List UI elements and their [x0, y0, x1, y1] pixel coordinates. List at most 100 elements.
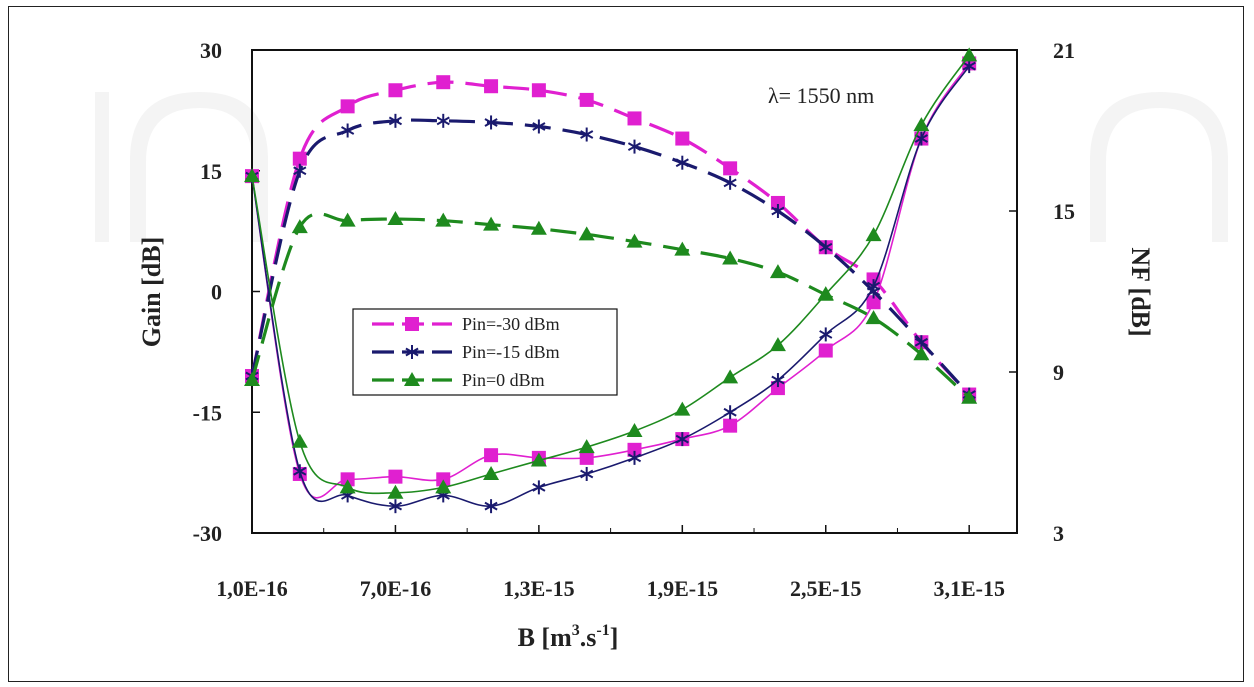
- star-marker-stroke: [388, 116, 403, 126]
- nf-point-pin-0-dbm: [674, 401, 691, 416]
- nf-point-pin-30-dbm: [579, 450, 594, 465]
- nf-point-pin-0-dbm: [339, 479, 356, 494]
- gain-point-pin-0-dbm: [435, 212, 452, 227]
- figure-frame: [8, 6, 1244, 682]
- gain-point-pin-0-dbm: [913, 346, 930, 361]
- y-left-tick-label: 0: [211, 280, 222, 305]
- star-marker-stroke: [532, 122, 546, 131]
- nf-point-pin-0-dbm: [961, 47, 978, 62]
- x-tick-label: 1,9E-15: [647, 576, 719, 601]
- gain-point-pin-15-dbm: [627, 139, 642, 154]
- nf-point-pin-15-dbm: [914, 131, 928, 146]
- gain-point-pin-15-dbm: [819, 240, 833, 255]
- nf-point-pin-0-dbm: [722, 369, 739, 384]
- star-marker-stroke: [484, 501, 498, 511]
- x-tick-label: 7,0E-16: [360, 576, 432, 601]
- nf-point-pin-15-dbm: [866, 279, 881, 294]
- y-axis-left: -30 -15 0 15 30: [193, 38, 260, 546]
- gain-point-pin-0-dbm: [769, 264, 786, 279]
- nf-point-pin-30-dbm: [340, 472, 355, 487]
- star-marker-stroke: [532, 483, 546, 492]
- nf-point-pin-15-dbm: [771, 373, 785, 388]
- gain-point-pin-30-dbm: [388, 83, 403, 98]
- gain-point-pin-0-dbm: [387, 211, 404, 226]
- star-marker-stroke: [341, 126, 355, 135]
- gain-point-pin-15-dbm: [532, 119, 546, 134]
- star-marker-stroke: [293, 466, 307, 476]
- legend-label-pin-15-dbm: Pin=-15 dBm: [462, 342, 560, 362]
- y-axis-right-title: NF [dB]: [1126, 247, 1155, 336]
- nf-point-pin-30-dbm: [866, 295, 881, 310]
- star-marker-stroke: [771, 206, 785, 216]
- gain-point-pin-15-dbm: [436, 113, 450, 128]
- y-right-tick-label: 3: [1053, 521, 1064, 546]
- gain-point-pin-15-dbm: [484, 115, 498, 130]
- nf-point-pin-30-dbm: [723, 418, 738, 433]
- gain-point-pin-0-dbm: [483, 216, 500, 231]
- gain-point-pin-0-dbm: [339, 212, 356, 227]
- gain-point-pin-0-dbm: [530, 220, 547, 235]
- star-marker-stroke: [484, 118, 498, 127]
- star-marker-stroke: [914, 337, 928, 347]
- nf-point-pin-0-dbm: [530, 452, 547, 467]
- nf-point-pin-0-dbm: [387, 484, 404, 499]
- gain-point-pin-0-dbm: [291, 219, 308, 234]
- gain-point-pin-15-dbm: [293, 163, 307, 178]
- gain-point-pin-15-dbm: [723, 175, 737, 190]
- x-tick-label: 1,0E-16: [216, 576, 288, 601]
- gain-point-pin-0-dbm: [244, 372, 260, 387]
- nf-point-pin-0-dbm: [626, 423, 643, 438]
- legend-marker-pin-15-dbm: [405, 345, 419, 359]
- nf-point-pin-15-dbm: [962, 59, 976, 74]
- nf-line-pin-30-dbm: [251, 62, 970, 499]
- gain-point-pin-0-dbm: [961, 389, 978, 404]
- nf-point-pin-30-dbm: [484, 448, 499, 463]
- x-tick-label: 1,3E-15: [503, 576, 575, 601]
- gain-point-pin-0-dbm: [865, 310, 882, 325]
- nf-point-pin-0-dbm: [769, 337, 786, 352]
- star-marker-stroke: [436, 116, 450, 126]
- y-axis-left-title: Gain [dB]: [137, 237, 166, 348]
- star-marker-stroke: [914, 134, 928, 143]
- nf-point-pin-0-dbm: [291, 433, 308, 448]
- y-left-tick-label: -30: [193, 521, 222, 546]
- star-marker-stroke: [627, 453, 642, 463]
- gain-point-pin-0-dbm: [674, 241, 691, 256]
- nf-point-pin-30-dbm: [436, 472, 451, 487]
- y-right-tick-label: 9: [1053, 360, 1064, 385]
- star-marker-stroke: [675, 158, 689, 168]
- gain-point-pin-15-dbm: [771, 204, 785, 218]
- nf-point-pin-30-dbm: [818, 343, 833, 358]
- gain-point-pin-30-dbm: [531, 83, 546, 98]
- x-axis-title: B [m3.s-1]: [518, 622, 619, 652]
- x-axis: 1,0E-16 7,0E-16 1,3E-15 1,9E-15 2,5E-15 3,1E-…: [216, 525, 1005, 601]
- watermark-logo: [95, 92, 1228, 242]
- gain-point-pin-30-dbm: [770, 195, 785, 210]
- star-marker-stroke: [580, 469, 594, 479]
- gain-point-pin-0-dbm: [578, 226, 595, 241]
- star-marker-stroke: [580, 130, 594, 139]
- y-axis-right: 3 9 15 21: [1009, 38, 1075, 546]
- star-marker-stroke: [866, 281, 881, 291]
- star-marker-stroke: [405, 347, 419, 357]
- legend-label-pin-0-dbm: Pin=0 dBm: [462, 370, 545, 390]
- legend-marker-pin-30-dbm: [405, 317, 419, 331]
- gain-point-pin-30-dbm: [340, 99, 355, 114]
- nf-point-pin-0-dbm: [865, 227, 882, 242]
- gain-point-pin-15-dbm: [675, 155, 689, 170]
- nf-point-pin-0-dbm: [578, 439, 595, 454]
- gain-point-pin-15-dbm: [341, 123, 355, 138]
- nf-point-pin-15-dbm: [580, 466, 594, 481]
- series-layer: [244, 47, 978, 514]
- y-left-tick-label: 30: [200, 38, 222, 63]
- nf-point-pin-0-dbm: [817, 286, 834, 301]
- gain-point-pin-30-dbm: [579, 92, 594, 107]
- star-marker-stroke: [723, 407, 737, 417]
- gain-point-pin-15-dbm: [580, 127, 594, 142]
- nf-point-pin-15-dbm: [293, 464, 307, 479]
- nf-point-pin-15-dbm: [627, 450, 642, 465]
- gain-point-pin-30-dbm: [627, 111, 642, 126]
- x-tick-label: 3,1E-15: [933, 576, 1005, 601]
- star-marker-stroke: [627, 142, 642, 151]
- star-marker-stroke: [675, 434, 689, 444]
